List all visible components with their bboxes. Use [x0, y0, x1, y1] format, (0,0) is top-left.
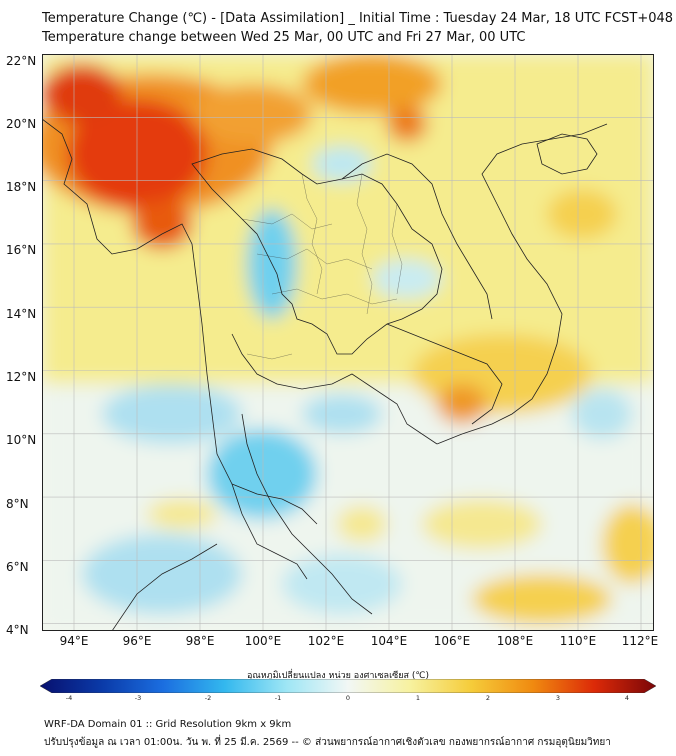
coastline-hainan — [536, 133, 598, 175]
lat-label: 6°N — [6, 560, 29, 574]
border-peninsula — [231, 483, 318, 525]
warm-area-hainan — [547, 189, 617, 239]
lat-label: 14°N — [6, 307, 37, 321]
lat-label: 18°N — [6, 180, 37, 194]
hot-area-south-myanmar — [132, 199, 192, 249]
cool-area-north — [312, 146, 372, 182]
footer-model-info: WRF-DA Domain 01 :: Grid Resolution 9km … — [44, 719, 292, 730]
footer-update-info: ปรับปรุงข้อมูล ณ เวลา 01:00น. วัน พ. ที่… — [44, 737, 611, 748]
lat-label: 10°N — [6, 433, 37, 447]
coastline-myanmar — [42, 118, 308, 580]
colorbar-tick: -1 — [274, 694, 282, 702]
cool-area-east-sea — [572, 389, 632, 439]
coastline-vietnam — [436, 123, 608, 445]
cool-area-peninsula — [207, 429, 317, 519]
lon-label: 94°E — [59, 634, 89, 648]
colorbar-tick: 4 — [624, 694, 630, 702]
graticule — [42, 54, 654, 631]
chart-title: Temperature Change (℃) - [Data Assimilat… — [42, 11, 674, 26]
hot-area-northwest — [42, 64, 122, 124]
colorbar-bar — [40, 679, 656, 693]
colorbar-tick: -4 — [65, 694, 73, 702]
colorbar-tick: -2 — [204, 694, 212, 702]
chart-subtitle: Temperature change between Wed 25 Mar, 0… — [42, 30, 526, 45]
lon-label: 108°E — [496, 634, 534, 648]
lon-label: 106°E — [433, 634, 471, 648]
coastlines-and-borders — [42, 118, 608, 631]
warm-spot-south — [337, 506, 387, 542]
lon-label: 98°E — [185, 634, 215, 648]
lat-label: 8°N — [6, 497, 29, 511]
coastline-sumatra — [111, 543, 218, 631]
cool-area-andaman — [102, 384, 242, 444]
colorbar-tick: 2 — [485, 694, 491, 702]
lon-label: 100°E — [244, 634, 282, 648]
warm-area-southeast — [472, 574, 612, 624]
colorbar-tick: -3 — [134, 694, 142, 702]
lat-label: 16°N — [6, 243, 37, 257]
cool-area-malaysia — [282, 554, 402, 614]
warm-area-north — [192, 84, 312, 144]
warm-area-south-sea — [422, 499, 542, 549]
lon-label: 110°E — [559, 634, 597, 648]
lat-label: 12°N — [6, 370, 37, 384]
lat-label: 22°N — [6, 54, 37, 68]
lon-label: 104°E — [370, 634, 408, 648]
map-frame — [42, 54, 654, 631]
warm-spot-andaman — [147, 499, 217, 529]
coastline-thailand-gulf — [231, 333, 438, 445]
hot-spot-cambodia — [437, 384, 487, 424]
colorbar-title: อุณหภูมิเปลี่ยนแปลง หน่วย องศาเซลเซียส (… — [246, 671, 430, 681]
border-laos — [341, 153, 493, 320]
hot-spot-laos — [387, 106, 427, 142]
lon-label: 96°E — [122, 634, 152, 648]
cool-area-isan — [372, 259, 442, 299]
border-thailand — [191, 148, 443, 355]
warm-area-laos-north — [302, 54, 442, 114]
colorbar-tick: 1 — [415, 694, 421, 702]
colorbar-tick: 0 — [345, 694, 351, 702]
temperature-change-map — [42, 54, 654, 631]
colorbar — [40, 679, 656, 693]
coastline-peninsula-east — [241, 413, 373, 615]
lon-label: 112°E — [621, 634, 659, 648]
province-lines — [241, 173, 403, 360]
border-cambodia — [386, 323, 503, 425]
lat-label: 20°N — [6, 117, 37, 131]
lat-label: 4°N — [6, 623, 29, 637]
cool-area-gulf — [302, 394, 382, 434]
lon-label: 102°E — [307, 634, 345, 648]
colorbar-tick: 3 — [555, 694, 561, 702]
temperature-field — [42, 54, 654, 631]
